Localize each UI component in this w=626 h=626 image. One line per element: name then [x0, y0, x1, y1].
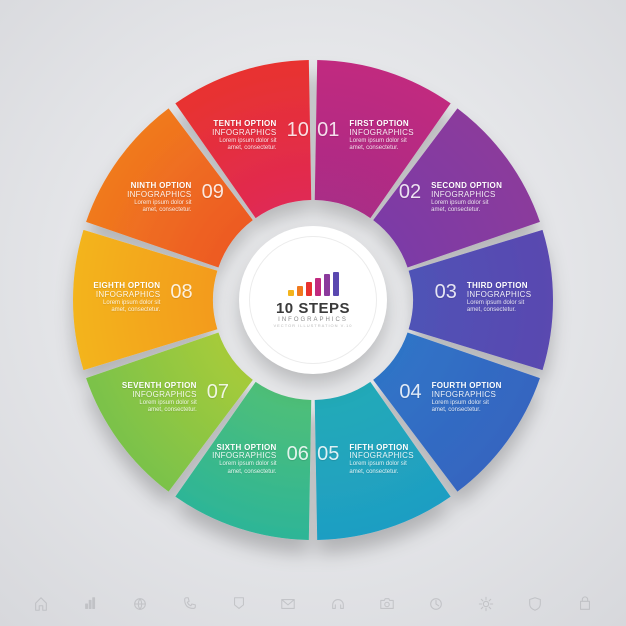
segment-subtitle: INFOGRAPHICS [467, 291, 532, 300]
center-inner-ring [249, 236, 377, 364]
segment-label-10: 10TENTH OPTIONINFOGRAPHICSLorem ipsum do… [190, 120, 330, 153]
segment-body: Lorem ipsum dolor sitamet, consectetur. [134, 200, 191, 215]
segment-body: Lorem ipsum dolor sitamet, consectetur. [349, 138, 406, 153]
segment-label-4: 04FOURTH OPTIONINFOGRAPHICSLorem ipsum d… [381, 382, 521, 415]
segment-number: 02 [399, 182, 421, 202]
segment-subtitle: INFOGRAPHICS [132, 391, 197, 400]
segment-label-6: 06SIXTH OPTIONINFOGRAPHICSLorem ipsum do… [190, 444, 330, 477]
segment-label-8: 08EIGHTH OPTIONINFOGRAPHICSLorem ipsum d… [73, 282, 213, 315]
segment-number: 10 [287, 120, 309, 140]
center-plate: 10 STEPS INFOGRAPHICS VECTOR ILLUSTRATIO… [239, 226, 387, 374]
segment-body: Lorem ipsum dolor sitamet, consectetur. [467, 300, 524, 315]
segment-subtitle: INFOGRAPHICS [432, 391, 497, 400]
segment-number: 08 [170, 282, 192, 302]
segment-number: 03 [435, 282, 457, 302]
segment-subtitle: INFOGRAPHICS [349, 129, 414, 138]
segment-subtitle: INFOGRAPHICS [212, 452, 277, 461]
segment-body: Lorem ipsum dolor sitamet, consectetur. [139, 400, 196, 415]
segment-number: 06 [287, 444, 309, 464]
segment-number: 09 [202, 182, 224, 202]
segment-label-7: 07SEVENTH OPTIONINFOGRAPHICSLorem ipsum … [105, 382, 245, 415]
segment-body: Lorem ipsum dolor sitamet, consectetur. [219, 461, 276, 476]
segment-subtitle: INFOGRAPHICS [96, 291, 161, 300]
infographic-stage: 01FIRST OPTIONINFOGRAPHICSLorem ipsum do… [0, 0, 626, 626]
segment-body: Lorem ipsum dolor sitamet, consectetur. [103, 300, 160, 315]
segment-body: Lorem ipsum dolor sitamet, consectetur. [431, 200, 488, 215]
segment-label-3: 03THIRD OPTIONINFOGRAPHICSLorem ipsum do… [413, 282, 553, 315]
segment-body: Lorem ipsum dolor sitamet, consectetur. [349, 461, 406, 476]
segment-label-9: 09NINTH OPTIONINFOGRAPHICSLorem ipsum do… [105, 182, 245, 215]
segment-body: Lorem ipsum dolor sitamet, consectetur. [219, 138, 276, 153]
segment-subtitle: INFOGRAPHICS [127, 191, 192, 200]
segment-subtitle: INFOGRAPHICS [212, 129, 277, 138]
segment-subtitle: INFOGRAPHICS [431, 191, 496, 200]
segment-label-2: 02SECOND OPTIONINFOGRAPHICSLorem ipsum d… [381, 182, 521, 215]
segment-number: 07 [207, 382, 229, 402]
segment-number: 04 [399, 382, 421, 402]
segment-subtitle: INFOGRAPHICS [349, 452, 414, 461]
segment-body: Lorem ipsum dolor sitamet, consectetur. [432, 400, 489, 415]
